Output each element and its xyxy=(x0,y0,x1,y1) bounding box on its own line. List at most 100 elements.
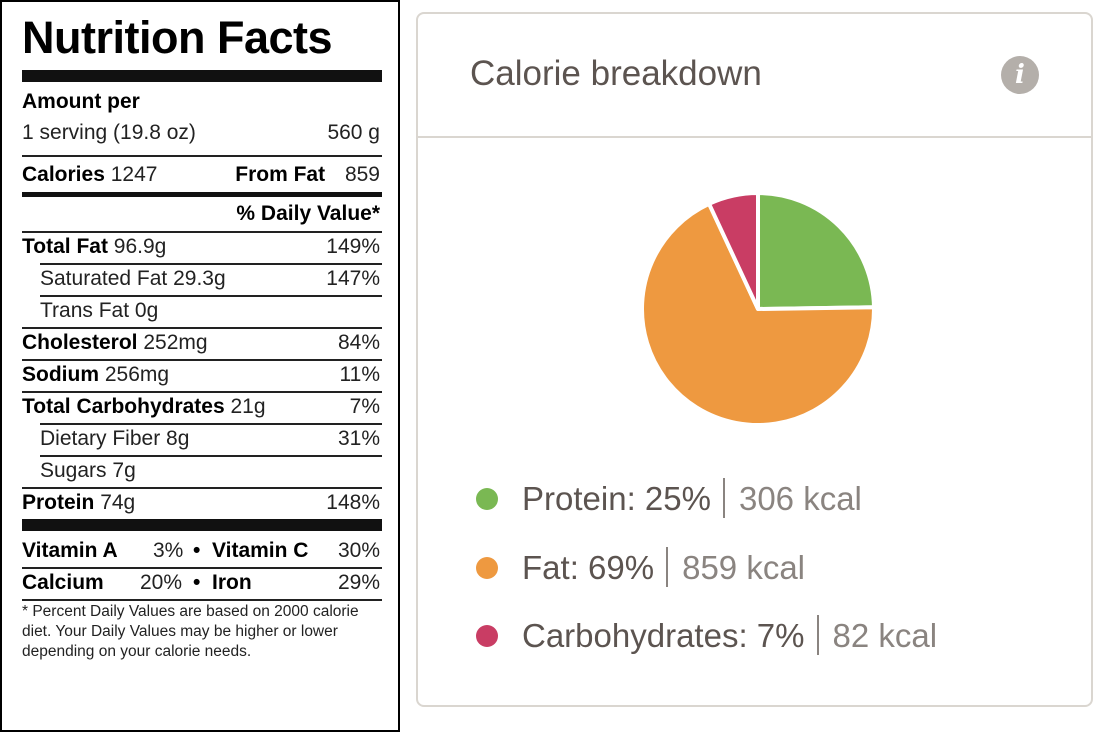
divider xyxy=(22,231,382,233)
vitamin-name: Vitamin A xyxy=(22,539,118,562)
divider xyxy=(22,359,382,361)
divider xyxy=(22,155,382,157)
nutrient-name: Total Fat xyxy=(22,235,108,258)
nutrient-name: Trans Fat xyxy=(40,299,130,322)
nutrient-amount: 29.3g xyxy=(173,267,226,290)
label-title: Nutrition Facts xyxy=(22,12,333,63)
divider xyxy=(22,599,382,601)
divider xyxy=(22,567,382,569)
nutrient-row-sugars: Sugars 7g xyxy=(40,457,380,485)
divider xyxy=(40,263,382,265)
amount-per-label: Amount per xyxy=(22,90,140,113)
serving-row: 1 serving (19.8 oz) 560 g xyxy=(22,119,380,147)
card-title: Calorie breakdown xyxy=(470,54,762,93)
nutrient-row-total-carbohydrates: Total Carbohydrates 21g 7% xyxy=(22,393,380,421)
daily-value-header-row: % Daily Value* xyxy=(22,200,380,228)
bullet: • xyxy=(193,539,201,562)
vitamin-row-2: Calcium 20% • Iron 29% xyxy=(22,569,380,597)
nutrient-name: Cholesterol xyxy=(22,331,138,354)
nutrient-row-saturated-fat: Saturated Fat 29.3g 147% xyxy=(40,265,380,293)
calorie-pie-chart xyxy=(640,191,876,427)
vitamin-name: Iron xyxy=(212,571,252,594)
divider-medium xyxy=(22,192,382,197)
nutrient-name: Dietary Fiber xyxy=(40,427,161,450)
divider xyxy=(22,327,382,329)
vitamin-value: 3% xyxy=(153,539,184,562)
nutrient-name: Protein xyxy=(22,491,95,514)
legend-swatch xyxy=(476,488,498,510)
divider xyxy=(22,487,382,489)
divider-thick xyxy=(22,519,382,531)
vitamin-row-1: Vitamin A 3% • Vitamin C 30% xyxy=(22,537,380,565)
legend-label: Carbohydrates xyxy=(522,617,739,654)
legend-item-protein: Protein: 25% 306 kcal xyxy=(476,474,1076,524)
calories-label: Calories xyxy=(22,163,105,186)
nutrient-amount: 7g xyxy=(112,459,136,482)
nutrient-dv: 149% xyxy=(326,235,380,258)
serving-weight: 560 g xyxy=(327,121,380,144)
legend-percent: 7% xyxy=(756,617,805,654)
legend-separator xyxy=(722,478,725,518)
nutrition-facts-label: Nutrition Facts Amount per 1 serving (19… xyxy=(0,0,400,732)
nutrient-dv: 147% xyxy=(326,267,380,290)
divider xyxy=(40,295,382,297)
vitamin-value: 20% xyxy=(140,571,183,594)
info-icon[interactable]: i xyxy=(1001,56,1039,94)
nutrient-amount: 74g xyxy=(100,491,136,514)
nutrient-amount: 252mg xyxy=(143,331,208,354)
nutrient-amount: 96.9g xyxy=(113,235,167,258)
nutrient-dv: 31% xyxy=(337,427,380,450)
vitamin-name: Calcium xyxy=(22,571,104,594)
legend-swatch xyxy=(476,625,498,647)
bullet: • xyxy=(193,571,201,594)
vitamin-value: 29% xyxy=(337,571,380,594)
from-fat-label: From Fat xyxy=(235,163,326,186)
legend-label: Fat xyxy=(522,549,570,586)
amount-per-row: Amount per xyxy=(22,88,380,116)
daily-value-header: % Daily Value* xyxy=(236,202,380,225)
legend-percent: 69% xyxy=(588,549,655,586)
nutrient-row-total-fat: Total Fat 96.9g 149% xyxy=(22,233,380,261)
calories-row: Calories 1247 From Fat 859 xyxy=(22,161,380,189)
nutrient-row-sodium: Sodium 256mg 11% xyxy=(22,361,380,389)
nutrient-amount: 0g xyxy=(134,299,159,322)
nutrient-amount: 256mg xyxy=(104,363,170,386)
pie-slice-fat xyxy=(640,201,876,427)
nutrient-dv: 148% xyxy=(326,491,380,514)
pie-slice-protein xyxy=(756,191,876,311)
serving-size: 1 serving (19.8 oz) xyxy=(22,121,196,144)
legend-swatch xyxy=(476,557,498,579)
legend-kcal: 82 kcal xyxy=(832,617,938,654)
vitamin-name: Vitamin C xyxy=(212,539,309,562)
legend-kcal: 306 kcal xyxy=(738,480,862,517)
calorie-breakdown-card: Calorie breakdown i Protein: 25% 306 kcal… xyxy=(416,12,1093,707)
nutrient-row-trans-fat: Trans Fat 0g xyxy=(40,297,380,325)
nutrient-name: Sugars xyxy=(40,459,107,482)
nutrient-name: Saturated Fat xyxy=(40,267,168,290)
divider xyxy=(22,391,382,393)
calories-value: 1247 xyxy=(110,163,158,186)
from-fat-value: 859 xyxy=(344,163,380,186)
nutrient-row-cholesterol: Cholesterol 252mg 84% xyxy=(22,329,380,357)
divider-thick xyxy=(22,70,382,82)
legend-separator xyxy=(816,615,819,655)
legend-percent: 25% xyxy=(644,480,711,517)
pie-slice-carbohydrates xyxy=(707,191,760,311)
nutrient-row-protein: Protein 74g 148% xyxy=(22,489,380,517)
legend-item-carbohydrates: Carbohydrates: 7% 82 kcal xyxy=(476,611,1076,661)
vitamin-value: 30% xyxy=(337,539,380,562)
nutrient-dv: 7% xyxy=(349,395,380,418)
nutrient-dv: 84% xyxy=(337,331,380,354)
legend-separator xyxy=(666,547,669,587)
nutrient-name: Sodium xyxy=(22,363,99,386)
divider xyxy=(40,455,382,457)
card-header: Calorie breakdown i xyxy=(418,14,1091,138)
daily-value-footnote: * Percent Daily Values are based on 2000… xyxy=(22,603,359,660)
legend-kcal: 859 kcal xyxy=(682,549,806,586)
nutrient-name: Total Carbohydrates xyxy=(22,395,225,418)
nutrient-row-dietary-fiber: Dietary Fiber 8g 31% xyxy=(40,425,380,453)
legend-item-fat: Fat: 69% 859 kcal xyxy=(476,543,1076,593)
nutrient-amount: 21g xyxy=(230,395,266,418)
nutrient-amount: 8g xyxy=(166,427,190,450)
legend-label: Protein xyxy=(522,480,627,517)
